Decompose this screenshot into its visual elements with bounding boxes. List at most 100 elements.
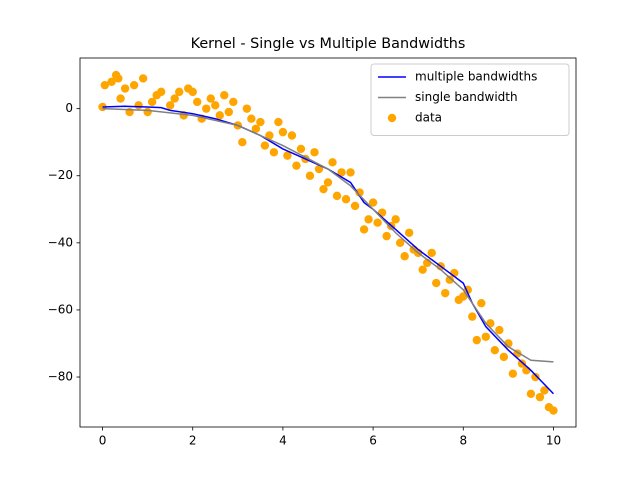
data-point — [143, 107, 152, 117]
line — [102, 107, 554, 363]
legend-label: data — [415, 111, 442, 125]
data-point — [346, 168, 355, 177]
data-point — [238, 137, 247, 147]
data-point — [472, 335, 481, 345]
data-point — [206, 94, 215, 103]
data-point — [337, 168, 346, 177]
y-tick-label: −80 — [48, 370, 73, 384]
y-tick-label: −40 — [48, 235, 73, 249]
data-point — [432, 278, 441, 288]
data-point — [427, 248, 436, 258]
data-point — [278, 127, 288, 137]
data-point — [211, 101, 220, 110]
x-tick-label: 2 — [189, 434, 197, 448]
data-point — [224, 107, 233, 117]
data-point — [526, 389, 536, 398]
data-point — [404, 228, 414, 237]
data-point — [260, 141, 270, 150]
legend-label: multiple bandwidths — [415, 70, 537, 84]
data-point — [535, 392, 545, 402]
data-point — [540, 386, 549, 395]
data-point — [310, 148, 319, 157]
data-point — [328, 158, 337, 167]
data-point — [508, 369, 518, 378]
x-tick-label: 8 — [459, 434, 467, 448]
data-point — [134, 101, 143, 110]
data-point — [400, 252, 409, 261]
x-tick-label: 0 — [99, 434, 107, 448]
data-point — [107, 77, 116, 87]
data-point — [495, 325, 504, 335]
data-point — [468, 312, 477, 321]
data-point — [391, 215, 400, 224]
data-point — [215, 111, 224, 120]
data-point — [395, 238, 405, 248]
chart-title: Kernel - Single vs Multiple Bandwidths — [191, 36, 466, 52]
data-point — [229, 97, 238, 107]
data-point — [100, 80, 110, 90]
y-tick-label: −20 — [48, 168, 73, 182]
data-point — [323, 178, 333, 187]
data-point — [459, 292, 468, 301]
data-point — [477, 299, 486, 308]
legend-label: single bandwidth — [415, 90, 518, 104]
data-point — [170, 94, 179, 103]
data-point — [486, 319, 495, 328]
data-point — [156, 87, 166, 97]
legend-box — [370, 63, 570, 136]
data-point — [531, 372, 540, 382]
data-point — [350, 201, 360, 211]
data-point — [481, 332, 491, 341]
data-point — [242, 104, 252, 113]
data-point — [490, 345, 500, 355]
y-tick-label: −60 — [48, 302, 73, 316]
data-point — [165, 101, 175, 110]
data-point — [274, 117, 283, 127]
data-point — [445, 275, 454, 284]
data-point — [319, 184, 328, 194]
data-point — [138, 74, 148, 83]
data-point — [549, 406, 558, 415]
data-point — [359, 225, 369, 234]
data-point — [129, 80, 139, 90]
data-point — [220, 91, 229, 100]
data-point — [441, 288, 450, 298]
data-point — [418, 265, 427, 274]
x-tick-label: 6 — [369, 434, 377, 448]
data-point — [247, 114, 256, 123]
data-point — [382, 231, 391, 241]
data-point — [116, 94, 125, 103]
data-point — [314, 164, 324, 174]
data-point — [202, 104, 211, 113]
data-point — [147, 97, 157, 107]
x-tick-label: 10 — [546, 434, 561, 448]
data-point — [517, 359, 527, 368]
data-point — [368, 198, 378, 207]
data-point — [522, 366, 531, 375]
data-point — [355, 188, 364, 197]
data-point — [332, 191, 342, 201]
legend-marker — [387, 113, 397, 123]
data-point — [364, 215, 373, 224]
data-point — [188, 87, 197, 97]
data-point — [373, 218, 382, 227]
data-point — [120, 84, 130, 93]
y-tick-label: 0 — [65, 101, 73, 115]
data-point — [193, 97, 202, 107]
data-point — [256, 117, 265, 127]
data-point — [287, 131, 297, 140]
plot-frame — [79, 57, 577, 428]
data-point — [269, 148, 279, 157]
data-point — [292, 161, 301, 170]
data-point — [265, 131, 274, 140]
data-point — [499, 352, 509, 362]
data-point — [114, 74, 123, 83]
data-point — [296, 144, 306, 154]
data-point — [305, 171, 315, 180]
x-tick-label: 4 — [279, 434, 287, 448]
data-point — [283, 151, 292, 160]
data-point — [341, 195, 351, 204]
data-point — [175, 87, 184, 97]
data-point — [251, 124, 261, 133]
